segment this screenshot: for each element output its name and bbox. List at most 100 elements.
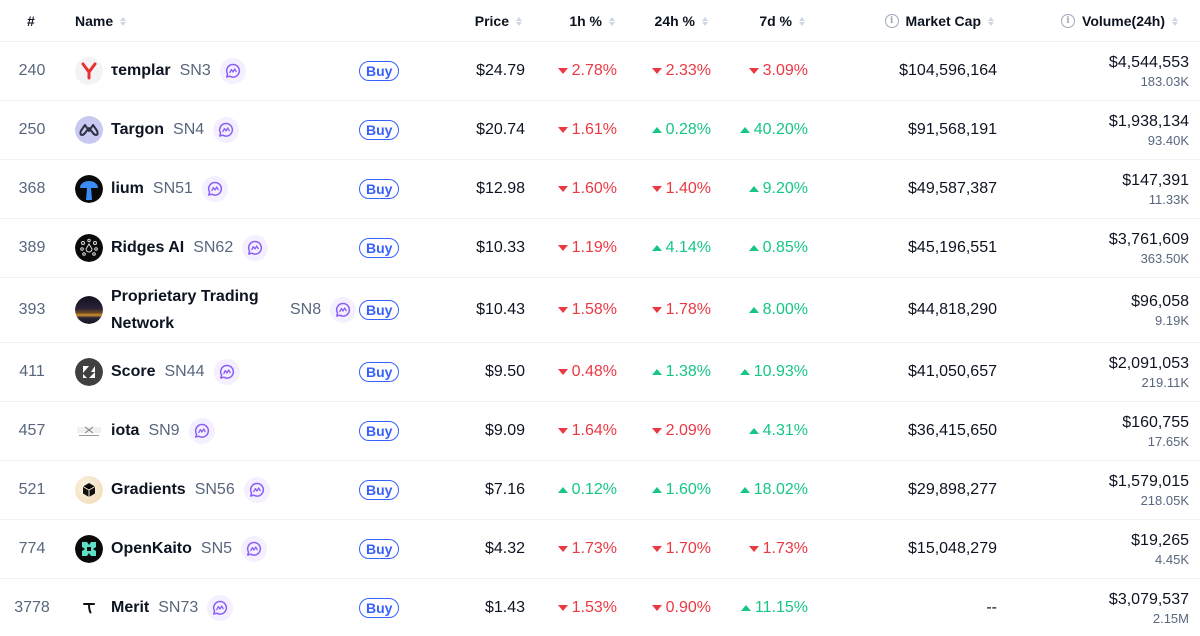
buy-button[interactable]: Buy (359, 300, 400, 320)
coin-name[interactable]: Targon (111, 121, 165, 138)
chat-icon[interactable] (188, 418, 215, 444)
caret-up-icon (651, 245, 662, 251)
info-icon[interactable]: i (884, 14, 899, 28)
coin-name[interactable]: Score (111, 363, 156, 380)
caret-down-icon (557, 186, 568, 192)
coin-name-cell[interactable]: Proprietary Trading Network SN8 (75, 278, 357, 342)
header-name[interactable]: Name (75, 0, 127, 42)
volume-token: 219.11K (1141, 374, 1189, 390)
coin-name[interactable]: Merit (111, 599, 150, 616)
caret-up-icon (748, 307, 759, 313)
header-volume[interactable]: i Volume(24h) (1061, 0, 1178, 42)
change-7d: 1.73% (748, 520, 808, 578)
table-body: 240 τemplar SN3 Buy $24.79 2.78% 2.33% 3… (0, 42, 1200, 636)
coin-name-cell[interactable]: OpenKaito SN5 (75, 520, 268, 578)
coin-ticker: SN4 (173, 121, 205, 138)
table-row[interactable]: 3778 Merit SN73 Buy $1.43 1.53% 0.90% 11… (0, 579, 1200, 636)
rank: 250 (18, 121, 46, 138)
volume-usd: $3,761,609 (1108, 230, 1189, 248)
coin-name[interactable]: τemplar (111, 62, 171, 79)
caret-down-icon (557, 428, 568, 434)
caret-up-icon (739, 127, 750, 133)
info-icon[interactable]: i (1061, 14, 1076, 28)
change-7d: 10.93% (739, 343, 808, 401)
buy-button[interactable]: Buy (359, 598, 400, 618)
coin-name[interactable]: lium (111, 180, 144, 197)
table-row[interactable]: 393 Proprietary Trading Network SN8 Buy … (0, 278, 1200, 343)
caret-down-icon (651, 546, 662, 552)
caret-down-icon (748, 68, 759, 74)
coin-name-cell[interactable]: Targon SN4 (75, 101, 240, 159)
change-24h: 2.09% (651, 402, 711, 460)
ridges-logo-icon (75, 234, 103, 262)
coin-name-cell[interactable]: τemplar SN3 (75, 42, 246, 100)
caret-down-icon (557, 68, 568, 74)
volume-usd: $1,938,134 (1108, 112, 1189, 130)
table-row[interactable]: 240 τemplar SN3 Buy $24.79 2.78% 2.33% 3… (0, 42, 1200, 101)
chat-icon[interactable] (213, 359, 240, 385)
table-row[interactable]: 389 Ridges AI SN62 Buy $10.33 1.19% 4.14… (0, 219, 1200, 278)
buy-button[interactable]: Buy (359, 120, 400, 140)
coin-name-cell[interactable]: iota SN9 (75, 402, 215, 460)
market-cap: -- (986, 599, 997, 616)
caret-down-icon (651, 428, 662, 434)
coin-name[interactable]: Gradients (111, 481, 186, 498)
change-24h: 1.78% (651, 278, 711, 342)
table-row[interactable]: 457 iota SN9 Buy $9.09 1.64% 2.09% 4.31%… (0, 402, 1200, 461)
buy-button[interactable]: Buy (359, 539, 400, 559)
volume-usd: $1,579,015 (1108, 472, 1189, 490)
coin-name[interactable]: OpenKaito (111, 540, 192, 557)
header-market-cap[interactable]: i Market Cap (884, 0, 994, 42)
buy-button[interactable]: Buy (359, 362, 400, 382)
targon-logo-icon (75, 116, 103, 144)
change-24h: 0.90% (651, 579, 711, 636)
volume-24h: $4,544,553 183.03K (1109, 42, 1189, 100)
table-row[interactable]: 411 Score SN44 Buy $9.50 0.48% 1.38% 10.… (0, 343, 1200, 402)
sort-icon (1172, 16, 1178, 26)
change-1h: 1.73% (557, 520, 617, 578)
buy-button[interactable]: Buy (359, 179, 400, 199)
chat-icon[interactable] (201, 176, 228, 202)
buy-button[interactable]: Buy (359, 61, 400, 81)
change-1h: 0.12% (557, 461, 617, 519)
coin-name[interactable]: iota (111, 422, 140, 439)
sort-icon (988, 16, 994, 26)
coin-name-cell[interactable]: Ridges AI SN62 (75, 219, 269, 277)
chat-icon[interactable] (242, 235, 269, 261)
coin-name-cell[interactable]: lium SN51 (75, 160, 228, 218)
price: $12.98 (476, 180, 525, 197)
chat-icon[interactable] (330, 297, 357, 323)
chat-icon[interactable] (213, 117, 240, 143)
header-7d[interactable]: 7d % (759, 0, 805, 42)
table-row[interactable]: 368 lium SN51 Buy $12.98 1.60% 1.40% 9.2… (0, 160, 1200, 219)
rank: 457 (18, 422, 46, 439)
volume-24h: $96,058 9.19K (1131, 278, 1189, 342)
chat-icon[interactable] (219, 58, 246, 84)
table-row[interactable]: 521 Gradients SN56 Buy $7.16 0.12% 1.60%… (0, 461, 1200, 520)
caret-up-icon (651, 487, 662, 493)
coin-name[interactable]: Proprietary Trading Network (111, 288, 259, 332)
buy-button[interactable]: Buy (359, 480, 400, 500)
buy-button[interactable]: Buy (359, 238, 400, 258)
volume-usd: $160,755 (1122, 413, 1189, 431)
caret-down-icon (651, 186, 662, 192)
table-row[interactable]: 250 Targon SN4 Buy $20.74 1.61% 0.28% 40… (0, 101, 1200, 160)
coin-name[interactable]: Ridges AI (111, 239, 185, 256)
coin-name-cell[interactable]: Score SN44 (75, 343, 240, 401)
rank: 774 (18, 540, 46, 557)
header-rank[interactable]: # (27, 13, 35, 29)
caret-down-icon (651, 605, 662, 611)
chat-icon[interactable] (241, 536, 268, 562)
header-1h[interactable]: 1h % (569, 0, 615, 42)
coin-name-cell[interactable]: Gradients SN56 (75, 461, 270, 519)
chat-icon[interactable] (243, 477, 270, 503)
header-price[interactable]: Price (475, 0, 522, 42)
coin-name-cell[interactable]: Merit SN73 (75, 579, 234, 636)
header-24h[interactable]: 24h % (655, 0, 708, 42)
market-cap: $36,415,650 (908, 422, 997, 439)
market-cap: $104,596,164 (899, 62, 997, 79)
chat-icon[interactable] (207, 595, 234, 621)
buy-button[interactable]: Buy (359, 421, 400, 441)
merit-logo-icon (75, 594, 103, 622)
table-row[interactable]: 774 OpenKaito SN5 Buy $4.32 1.73% 1.70% … (0, 520, 1200, 579)
